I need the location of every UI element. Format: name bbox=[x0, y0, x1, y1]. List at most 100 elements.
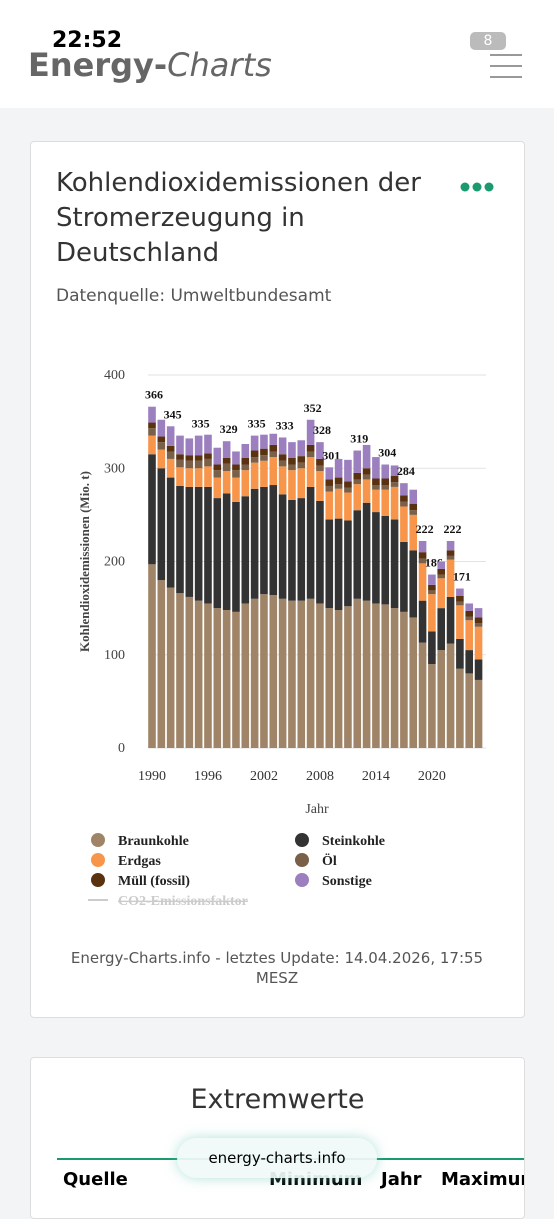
data-label: 304 bbox=[378, 446, 396, 460]
bar-segment bbox=[148, 564, 156, 748]
bar-segment bbox=[232, 451, 240, 465]
bar-segment bbox=[278, 460, 287, 467]
bar-segment bbox=[176, 459, 184, 468]
bar-segment bbox=[241, 444, 250, 458]
menu-button[interactable] bbox=[490, 52, 522, 80]
bar-segment bbox=[204, 453, 212, 459]
bar-segment bbox=[390, 608, 399, 748]
bar-segment bbox=[409, 503, 418, 511]
bar-segment bbox=[157, 419, 166, 437]
bar-segment bbox=[176, 454, 184, 460]
bar-segment bbox=[194, 600, 203, 748]
bar-segment bbox=[372, 603, 380, 748]
bar-segment bbox=[381, 485, 390, 490]
bar-segment bbox=[344, 487, 352, 493]
bar-segment bbox=[194, 435, 203, 456]
bar-segment bbox=[288, 457, 296, 465]
x-axis-title: Jahr bbox=[305, 802, 329, 817]
url-pill[interactable]: energy-charts.info bbox=[177, 1138, 377, 1178]
bar-segment bbox=[437, 650, 446, 748]
bar-segment bbox=[446, 550, 455, 556]
bar-segment bbox=[166, 587, 175, 748]
data-label: 333 bbox=[276, 418, 294, 432]
bar-segment bbox=[166, 451, 175, 459]
bar-segment bbox=[213, 447, 222, 465]
legend-label: Öl bbox=[322, 852, 337, 869]
chart: 0 100 200 300 400 Kohlendioxidemissionen (Mio… bbox=[77, 368, 486, 909]
bar-segment bbox=[166, 426, 175, 446]
bar-segment bbox=[204, 486, 212, 604]
bar-segment bbox=[213, 498, 222, 609]
bar-segment bbox=[372, 489, 380, 513]
data-label: 301 bbox=[322, 448, 340, 462]
bar-segment bbox=[297, 440, 306, 457]
bar-segment bbox=[400, 495, 408, 502]
bar-segment bbox=[428, 631, 436, 665]
bar-segment bbox=[446, 540, 455, 551]
bar-segment bbox=[437, 608, 446, 651]
bar-segment bbox=[390, 486, 399, 520]
bar-segment bbox=[157, 580, 166, 748]
bar-segment bbox=[288, 499, 296, 601]
bar-segment bbox=[418, 552, 427, 559]
legend-marker bbox=[91, 833, 105, 847]
bar-segment bbox=[456, 588, 464, 597]
x-tick-label: 1996 bbox=[194, 769, 222, 784]
bar-segment bbox=[269, 433, 278, 445]
card-title: Kohlendioxidemissionen der Stromerzeugun… bbox=[56, 168, 421, 268]
bar-segment bbox=[428, 584, 436, 591]
y-tick-label: 300 bbox=[104, 461, 125, 476]
bar-segment bbox=[213, 608, 222, 748]
logo[interactable]: Energy-Charts bbox=[28, 46, 272, 84]
bar-segment bbox=[381, 464, 390, 479]
bar-segment bbox=[465, 603, 474, 611]
bar-segment bbox=[334, 609, 343, 748]
bar-segment bbox=[250, 450, 259, 458]
bar-segment bbox=[148, 428, 156, 436]
bar-segment bbox=[334, 484, 343, 489]
bar-segment bbox=[362, 444, 371, 469]
options-button[interactable] bbox=[460, 181, 494, 193]
x-tick-label: 2020 bbox=[418, 769, 446, 784]
bar-segment bbox=[297, 600, 306, 748]
bar-segment bbox=[344, 520, 352, 607]
bar-segment bbox=[390, 475, 399, 483]
legend-marker bbox=[295, 853, 309, 867]
logo-text: Charts bbox=[167, 46, 272, 84]
bar-segment bbox=[456, 596, 464, 602]
bar-segment bbox=[148, 435, 156, 455]
bar-segment bbox=[474, 617, 483, 624]
bar-segment bbox=[456, 638, 464, 669]
bar-segment bbox=[418, 642, 427, 748]
y-tick-label: 0 bbox=[118, 741, 125, 756]
bar-segment bbox=[241, 464, 250, 471]
bar-segment bbox=[269, 485, 278, 596]
bar-segment bbox=[204, 466, 212, 487]
bar-segment bbox=[474, 623, 483, 627]
bar-segment bbox=[474, 659, 483, 680]
bar-segment bbox=[250, 435, 259, 451]
bar-segment bbox=[232, 470, 240, 478]
legend-label-inactive: CO2-Emissionsfaktor bbox=[118, 894, 248, 909]
bar-segment bbox=[325, 519, 334, 609]
top-bar bbox=[0, 0, 554, 108]
data-label: 335 bbox=[192, 417, 210, 431]
bar-segment bbox=[362, 600, 371, 748]
bar-segment bbox=[185, 460, 194, 469]
bar-segment bbox=[278, 437, 287, 455]
bar-segment bbox=[418, 563, 427, 601]
card-source: Datenquelle: Umweltbundesamt bbox=[56, 286, 332, 306]
bar-segment bbox=[157, 436, 166, 443]
card-footer: Energy-Charts.info - letztes Update: 14.… bbox=[70, 949, 484, 987]
data-label: 222 bbox=[444, 522, 462, 536]
bar-segment bbox=[446, 555, 455, 560]
bar-segment bbox=[194, 486, 203, 601]
bar-segment bbox=[204, 603, 212, 748]
x-tick-label: 2008 bbox=[306, 769, 334, 784]
bar-segment bbox=[409, 489, 418, 504]
bar-segment bbox=[157, 449, 166, 469]
bar-segment bbox=[250, 598, 259, 748]
bar-segment bbox=[353, 598, 362, 748]
bar-segment bbox=[278, 466, 287, 495]
bar-segment bbox=[241, 457, 250, 465]
